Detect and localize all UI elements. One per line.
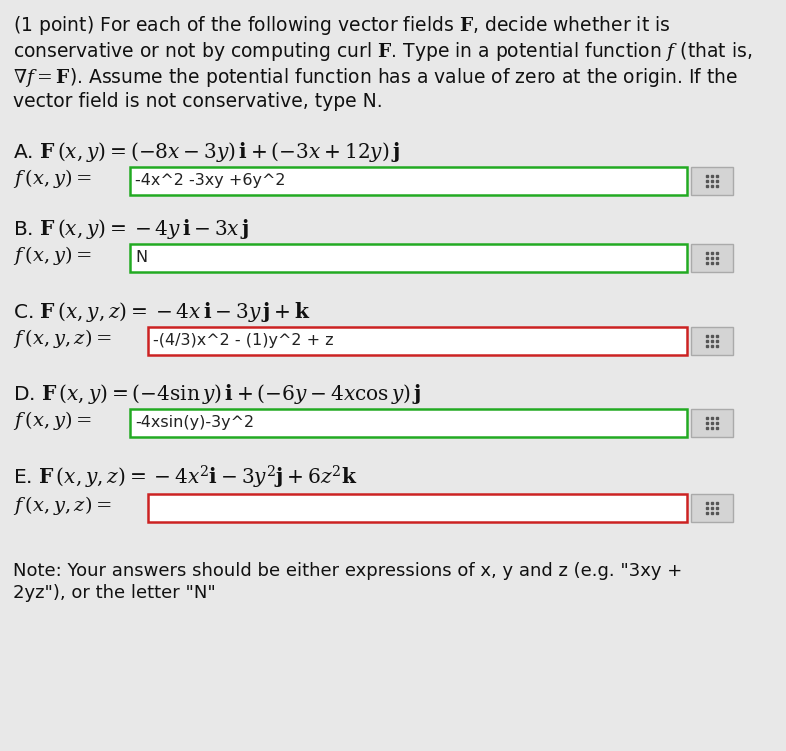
Text: B. $\mathbf{F}\,(x,y) = -4y\,\mathbf{i} - 3x\,\mathbf{j}$: B. $\mathbf{F}\,(x,y) = -4y\,\mathbf{i} … [13,217,249,241]
FancyBboxPatch shape [148,327,687,355]
Text: N: N [135,251,147,266]
Text: conservative or not by computing curl $\mathbf{F}$. Type in a potential function: conservative or not by computing curl $\… [13,40,752,63]
Text: $\nabla f = \mathbf{F}$). Assume the potential function has a value of zero at t: $\nabla f = \mathbf{F}$). Assume the pot… [13,66,738,89]
Text: -4xsin(y)-3y^2: -4xsin(y)-3y^2 [135,415,254,430]
FancyBboxPatch shape [130,244,687,272]
Text: -4x^2 -3xy +6y^2: -4x^2 -3xy +6y^2 [135,173,285,189]
Text: E. $\mathbf{F}\,(x,y,z) = -4x^2\mathbf{i} - 3y^2\mathbf{j} + 6z^2\mathbf{k}$: E. $\mathbf{F}\,(x,y,z) = -4x^2\mathbf{i… [13,464,358,491]
Text: D. $\mathbf{F}\,(x,y) = (-4\sin y)\,\mathbf{i}+(-6y-4x\cos y)\,\mathbf{j}$: D. $\mathbf{F}\,(x,y) = (-4\sin y)\,\mat… [13,382,421,406]
FancyBboxPatch shape [691,244,733,272]
Text: -(4/3)x^2 - (1)y^2 + z: -(4/3)x^2 - (1)y^2 + z [153,333,333,348]
FancyBboxPatch shape [130,167,687,195]
FancyBboxPatch shape [691,409,733,437]
FancyBboxPatch shape [691,327,733,355]
Text: vector field is not conservative, type N.: vector field is not conservative, type N… [13,92,383,111]
FancyBboxPatch shape [691,167,733,195]
FancyBboxPatch shape [148,494,687,522]
FancyBboxPatch shape [130,409,687,437]
Text: $f\,(x,y) =$: $f\,(x,y) =$ [13,167,92,190]
Text: (1 point) For each of the following vector fields $\mathbf{F}$, decide whether i: (1 point) For each of the following vect… [13,14,670,37]
Text: 2yz"), or the letter "N": 2yz"), or the letter "N" [13,584,215,602]
Text: C. $\mathbf{F}\,(x,y,z) = -4x\,\mathbf{i} - 3y\,\mathbf{j} + \mathbf{k}$: C. $\mathbf{F}\,(x,y,z) = -4x\,\mathbf{i… [13,300,310,324]
FancyBboxPatch shape [691,494,733,522]
Text: $f\,(x,y,z) =$: $f\,(x,y,z) =$ [13,494,112,517]
Text: A. $\mathbf{F}\,(x,y) = (-8x-3y)\,\mathbf{i}+(-3x+12y)\,\mathbf{j}$: A. $\mathbf{F}\,(x,y) = (-8x-3y)\,\mathb… [13,140,400,164]
Text: $f\,(x,y,z) =$: $f\,(x,y,z) =$ [13,327,112,350]
Text: $f\,(x,y) =$: $f\,(x,y) =$ [13,409,92,432]
Text: Note: Your answers should be either expressions of x, y and z (e.g. "3xy +: Note: Your answers should be either expr… [13,562,682,580]
Text: $f\,(x,y) =$: $f\,(x,y) =$ [13,244,92,267]
